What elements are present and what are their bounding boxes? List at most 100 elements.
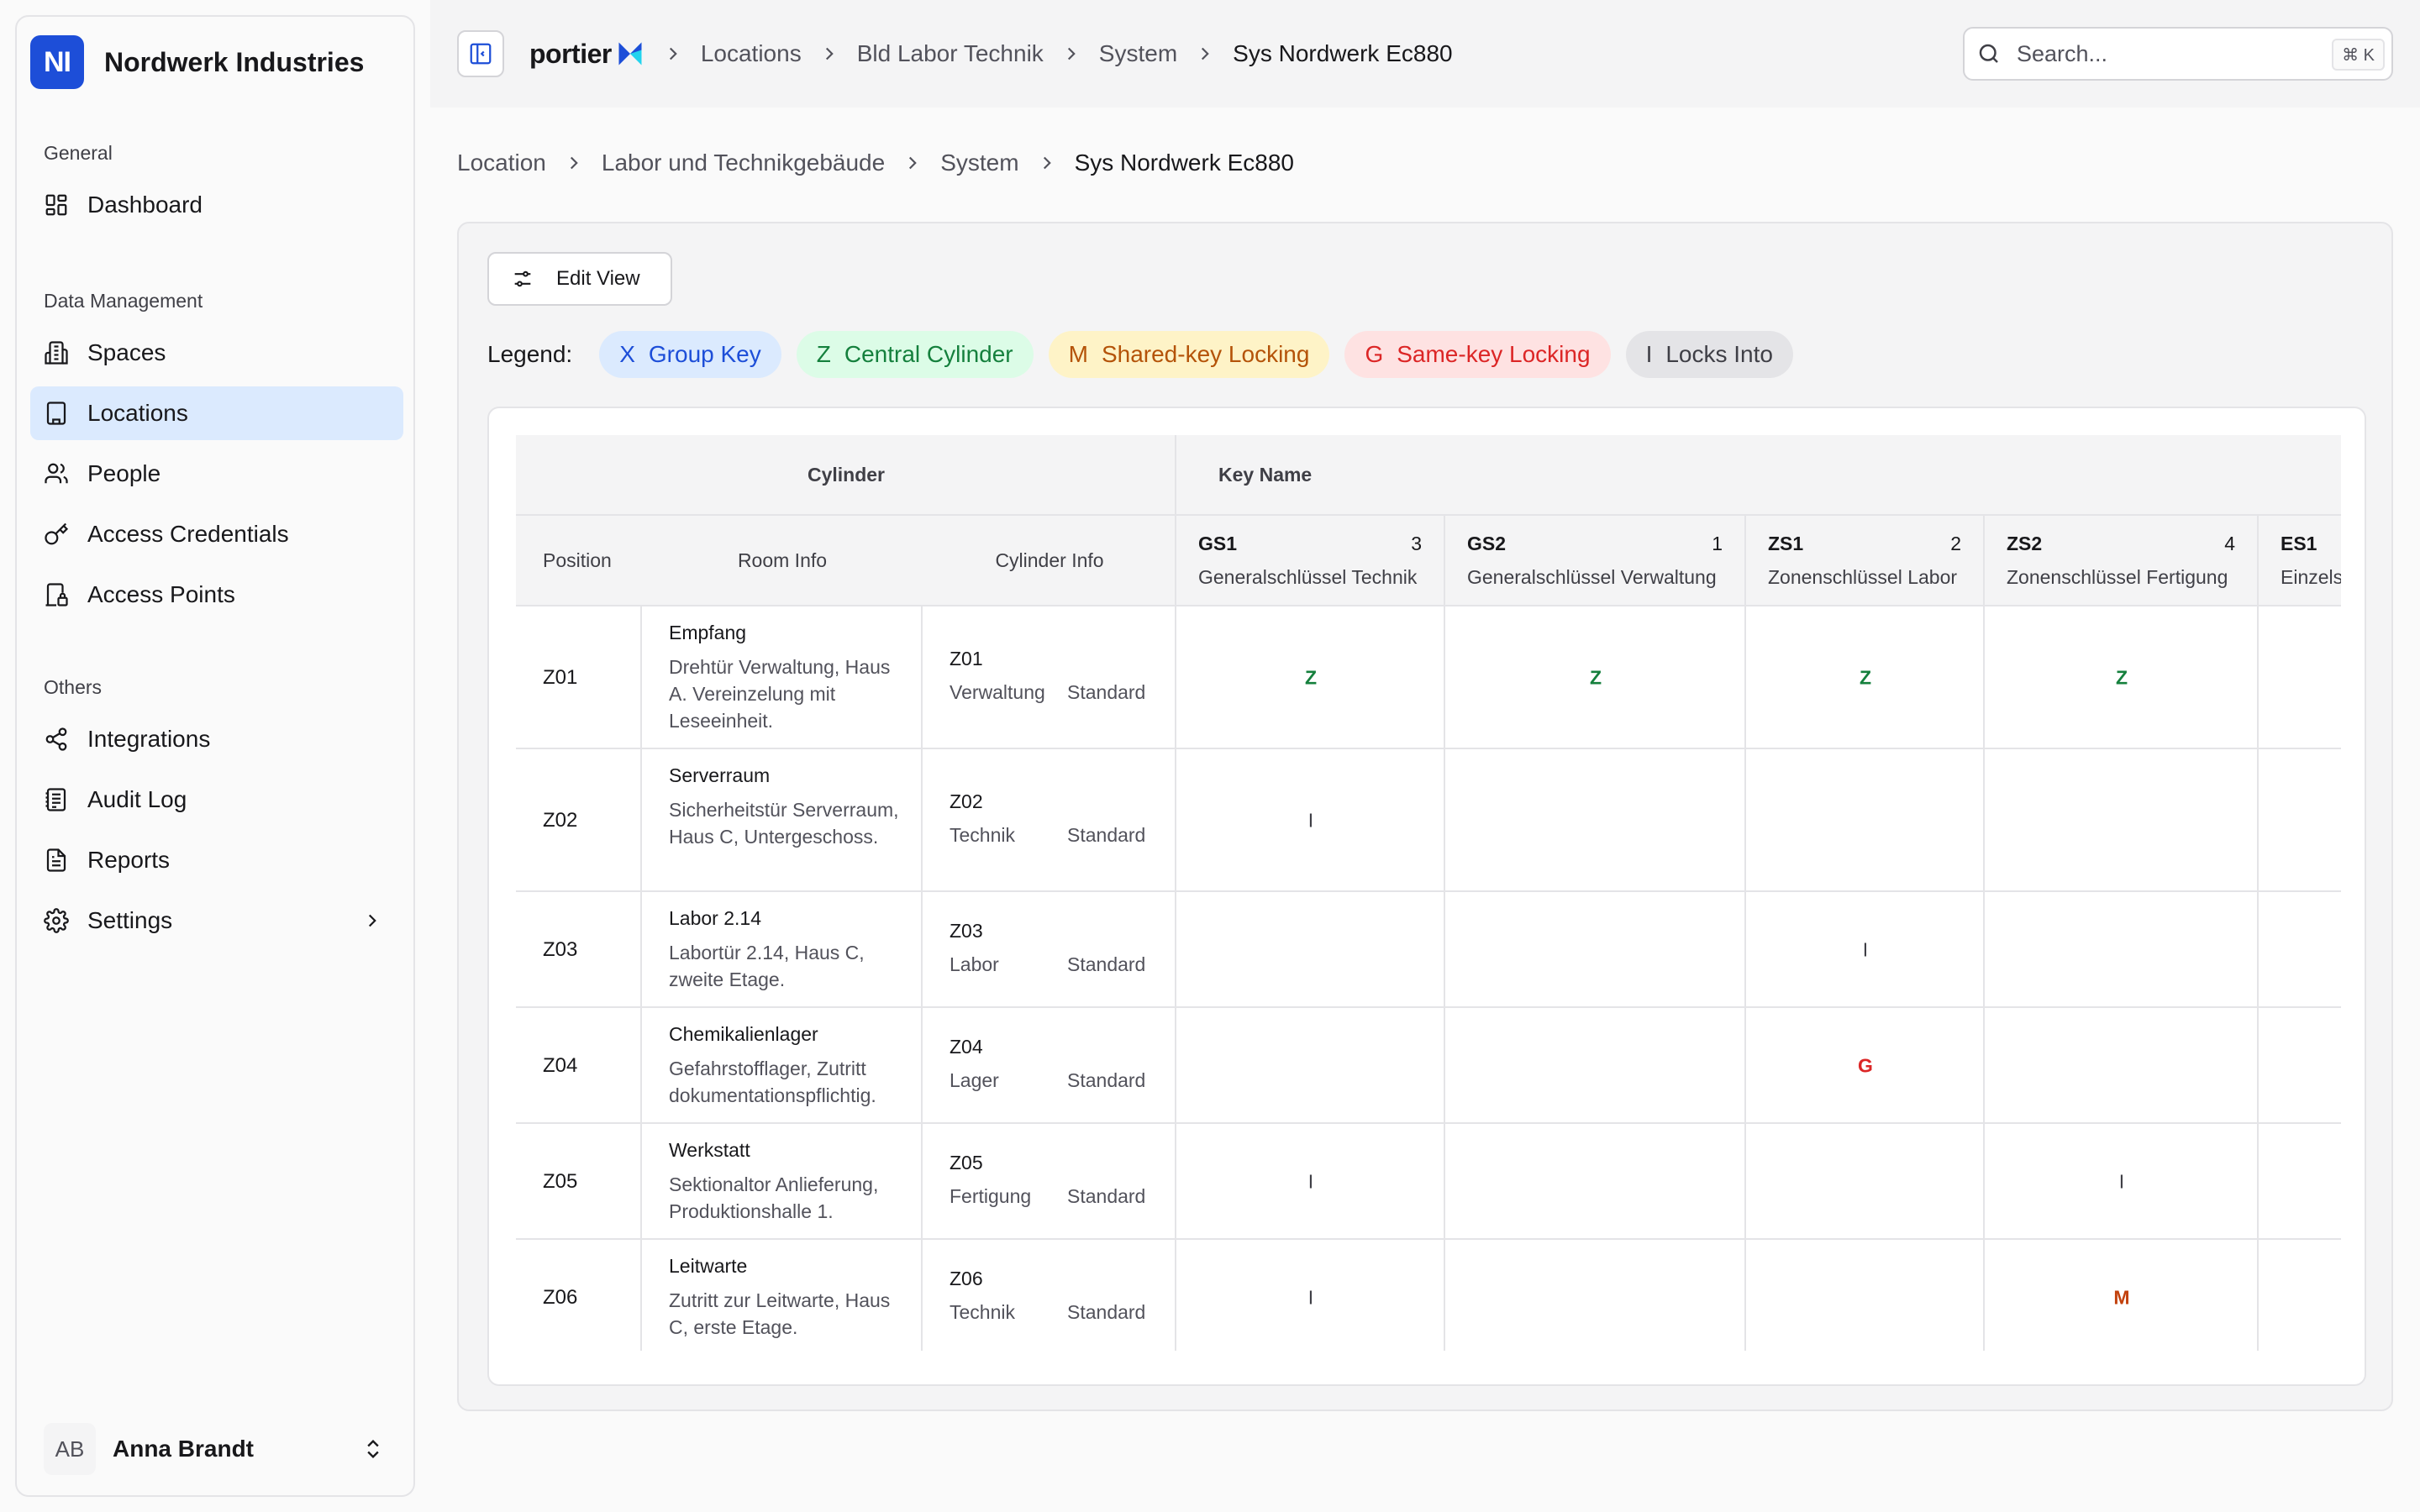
matrix-cell[interactable]: Z bbox=[1746, 606, 1985, 749]
cylinder-type: Standard bbox=[1067, 1185, 1146, 1207]
cylinder-id: Z01 bbox=[950, 648, 983, 669]
brand-link[interactable]: portier bbox=[529, 39, 645, 70]
matrix-cell[interactable] bbox=[1985, 1008, 2259, 1124]
header-room-info-label: Room Info bbox=[737, 549, 828, 571]
file-text-icon bbox=[46, 848, 66, 872]
matrix-cell[interactable] bbox=[1746, 1124, 1985, 1240]
sidebar-item-integrations[interactable]: Integrations bbox=[30, 712, 403, 766]
matrix-cell[interactable]: I bbox=[1176, 1240, 1445, 1351]
org-logo: NI bbox=[30, 35, 84, 89]
search-icon bbox=[1979, 44, 1998, 63]
cylinder-id: Z06 bbox=[950, 1268, 983, 1289]
building-icon bbox=[45, 341, 68, 365]
matrix-mark-i: I bbox=[2118, 1170, 2125, 1193]
header-key-gs1[interactable]: GS1 3 Generalschlüssel Technik bbox=[1176, 516, 1445, 606]
matrix-cell[interactable] bbox=[1746, 1240, 1985, 1351]
cylinder-type: Standard bbox=[1067, 953, 1146, 975]
breadcrumb-building[interactable]: Bld Labor Technik bbox=[856, 40, 1044, 66]
locking-matrix[interactable]: Cylinder Key Name Position Room Info Cylinde… bbox=[516, 435, 2341, 1351]
key-code: GS1 bbox=[1198, 533, 1238, 554]
matrix-cell[interactable] bbox=[1445, 892, 1746, 1008]
matrix-cell[interactable]: I bbox=[1746, 892, 1985, 1008]
header-key-es1[interactable]: ES1 Einzelschlüssel bbox=[2259, 516, 2341, 606]
header-cylinder-info[interactable]: Cylinder Info bbox=[923, 516, 1176, 606]
matrix-cell[interactable] bbox=[1176, 892, 1445, 1008]
nav-group-data: Data Management Spaces Locations People … bbox=[30, 282, 403, 622]
sidebar-item-spaces[interactable]: Spaces bbox=[30, 326, 403, 380]
breadcrumb-system[interactable]: System bbox=[1098, 40, 1178, 66]
breadcrumb-locations[interactable]: Locations bbox=[700, 40, 802, 66]
sidebar-item-dashboard[interactable]: Dashboard bbox=[30, 178, 403, 232]
matrix-cell[interactable] bbox=[1746, 749, 1985, 892]
matrix-cell[interactable] bbox=[1985, 892, 2259, 1008]
matrix-cell[interactable]: I bbox=[1985, 1124, 2259, 1240]
cell-position: Z04 bbox=[516, 1008, 642, 1124]
sidebar-item-locations[interactable]: Locations bbox=[30, 386, 403, 440]
chevron-right-icon bbox=[1043, 156, 1051, 170]
sidebar-item-audit-log[interactable]: Audit Log bbox=[30, 773, 403, 827]
matrix-cell[interactable] bbox=[1445, 1008, 1746, 1124]
matrix-cell[interactable] bbox=[2259, 1240, 2341, 1351]
matrix-cell[interactable]: G bbox=[1746, 1008, 1985, 1124]
position-label: Z03 bbox=[543, 938, 578, 961]
page-crumb-system[interactable]: System bbox=[940, 150, 1019, 176]
header-key-zs2[interactable]: ZS2 4 Zonenschlüssel Fertigung bbox=[1985, 516, 2259, 606]
page-crumb-location[interactable]: Location bbox=[457, 150, 546, 176]
search-input[interactable]: Search... ⌘ K bbox=[1963, 27, 2393, 81]
sidebar-item-access-points[interactable]: Access Points bbox=[30, 568, 403, 622]
matrix-mark-i: I bbox=[1862, 938, 1869, 961]
breadcrumb-current: Sys Nordwerk Ec880 bbox=[1233, 40, 1453, 66]
legend: Legend: X Group Key Z Central Cylinder M Sh… bbox=[487, 331, 1808, 378]
matrix-cell[interactable]: I bbox=[1176, 1124, 1445, 1240]
matrix-cell[interactable] bbox=[1985, 749, 2259, 892]
sidebar-item-reports[interactable]: Reports bbox=[30, 833, 403, 887]
cell-room-info: Labor 2.14 Labortür 2.14, Haus C, zweite … bbox=[642, 892, 923, 1008]
sidebar-item-people[interactable]: People bbox=[30, 447, 403, 501]
matrix-cell[interactable] bbox=[2259, 892, 2341, 1008]
legend-text: Shared-key Locking bbox=[1101, 341, 1310, 367]
cell-cylinder-info: Z06 Technik Standard bbox=[923, 1240, 1176, 1351]
matrix-cell[interactable] bbox=[1176, 1008, 1445, 1124]
sidebar-item-access-credentials[interactable]: Access Credentials bbox=[30, 507, 403, 561]
chevron-right-icon bbox=[825, 47, 834, 60]
room-name: Chemikalienlager bbox=[669, 1023, 818, 1045]
header-group-key-label: Key Name bbox=[1218, 464, 1313, 486]
edit-view-button[interactable]: Edit View bbox=[487, 252, 672, 306]
key-count: 4 bbox=[2224, 533, 2235, 554]
matrix-cell[interactable]: Z bbox=[1176, 606, 1445, 749]
matrix-cell[interactable] bbox=[2259, 749, 2341, 892]
matrix-cell[interactable] bbox=[1445, 749, 1746, 892]
matrix-cell[interactable]: Z bbox=[1985, 606, 2259, 749]
position-label: Z06 bbox=[543, 1286, 578, 1309]
sidebar-item-label: Settings bbox=[87, 907, 173, 933]
user-name: Anna Brandt bbox=[113, 1436, 254, 1462]
matrix-cell[interactable]: M bbox=[1985, 1240, 2259, 1351]
matrix-cell[interactable]: I bbox=[1176, 749, 1445, 892]
chevron-right-icon bbox=[570, 156, 578, 170]
matrix-cell[interactable] bbox=[2259, 606, 2341, 749]
nav-heading: Data Management bbox=[44, 290, 203, 312]
matrix-cell[interactable]: Z bbox=[1445, 606, 1746, 749]
user-menu[interactable]: AB Anna Brandt bbox=[30, 1420, 403, 1478]
nav-heading: Others bbox=[44, 676, 103, 698]
matrix-cell[interactable] bbox=[2259, 1124, 2341, 1240]
matrix-cell[interactable] bbox=[1445, 1124, 1746, 1240]
header-key-zs1[interactable]: ZS1 2 Zonenschlüssel Labor bbox=[1746, 516, 1985, 606]
header-room-info[interactable]: Room Info bbox=[642, 516, 923, 606]
org-switcher[interactable]: NI Nordwerk Industries bbox=[30, 35, 364, 89]
locking-plan-table: Cylinder Key Name Position Room Info Cylinde… bbox=[487, 407, 2366, 1386]
sidebar-item-settings[interactable]: Settings bbox=[30, 894, 403, 948]
key-code: ZS2 bbox=[2007, 533, 2043, 554]
matrix-cell[interactable] bbox=[1445, 1240, 1746, 1351]
matrix-mark-z: Z bbox=[1589, 666, 1602, 689]
cylinder-type: Standard bbox=[1067, 824, 1146, 846]
key-name: Einzelschlüssel bbox=[2281, 566, 2341, 588]
cell-position: Z01 bbox=[516, 606, 642, 749]
chevron-right-icon bbox=[368, 914, 376, 927]
cell-position: Z03 bbox=[516, 892, 642, 1008]
header-position[interactable]: Position bbox=[516, 516, 642, 606]
page-crumb-building[interactable]: Labor und Technikgebäude bbox=[601, 150, 886, 176]
matrix-cell[interactable] bbox=[2259, 1008, 2341, 1124]
sidebar-toggle-button[interactable] bbox=[457, 30, 504, 77]
header-key-gs2[interactable]: GS2 1 Generalschlüssel Verwaltung bbox=[1445, 516, 1746, 606]
